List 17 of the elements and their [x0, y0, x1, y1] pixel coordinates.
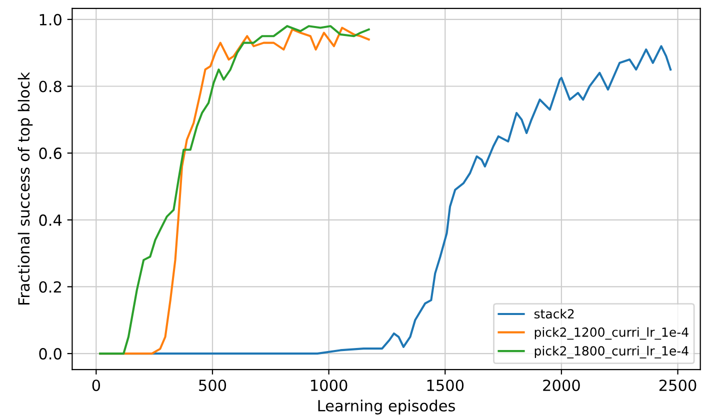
legend-label: pick2_1200_curri_lr_1e-4 [534, 327, 688, 340]
y-tick-label: 1.0 [40, 14, 62, 26]
y-tick-label: 0.4 [39, 214, 62, 226]
x-tick-label: 1000 [311, 380, 348, 392]
x-tick-label: 500 [199, 380, 226, 392]
legend-label: pick2_1800_curri_lr_1e-4 [534, 346, 688, 358]
legend-label: stack2 [534, 308, 574, 319]
x-axis-title: Learning episodes [318, 400, 455, 414]
x-tick-label: 2500 [659, 380, 696, 392]
x-tick-label: 1500 [427, 380, 464, 392]
y-tick-label: 0.6 [39, 148, 62, 160]
y-tick-label: 0.8 [39, 80, 62, 92]
x-tick-label: 0 [92, 380, 100, 392]
y-tick-label: 0.0 [39, 348, 62, 360]
y-tick-label: 0.2 [39, 281, 61, 293]
x-tick-label: 2000 [543, 380, 580, 392]
y-axis-title: Fractional success of top block [18, 72, 33, 305]
